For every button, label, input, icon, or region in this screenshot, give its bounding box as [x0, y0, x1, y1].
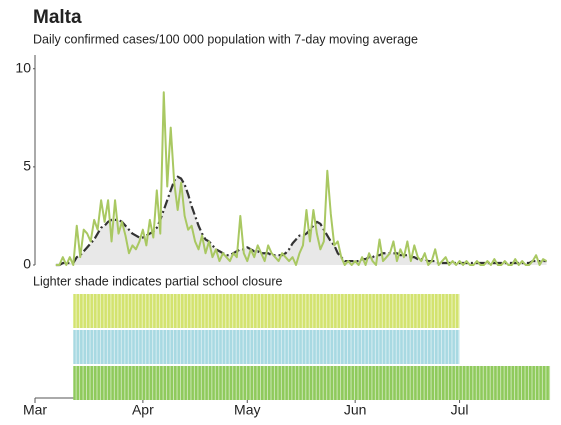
chart-subtitle: Daily confirmed cases/100 000 population…	[33, 32, 418, 46]
closure-stripes	[73, 366, 551, 400]
closure-stripes	[73, 294, 460, 328]
chart-title: Malta	[33, 7, 82, 28]
x-tick-label: Jun	[344, 402, 367, 418]
closure-stripes	[73, 330, 460, 364]
y-tick-label: 10	[15, 59, 31, 75]
x-tick-label: Mar	[23, 402, 47, 418]
y-tick-label: 0	[23, 256, 31, 272]
daily-line	[55, 91, 548, 266]
closure-note: Lighter shade indicates partial school c…	[33, 274, 282, 288]
x-tick-label: May	[234, 402, 260, 418]
y-tick-label: 5	[23, 158, 31, 174]
x-tick-label: Jul	[451, 402, 469, 418]
x-tick-label: Apr	[132, 402, 154, 418]
